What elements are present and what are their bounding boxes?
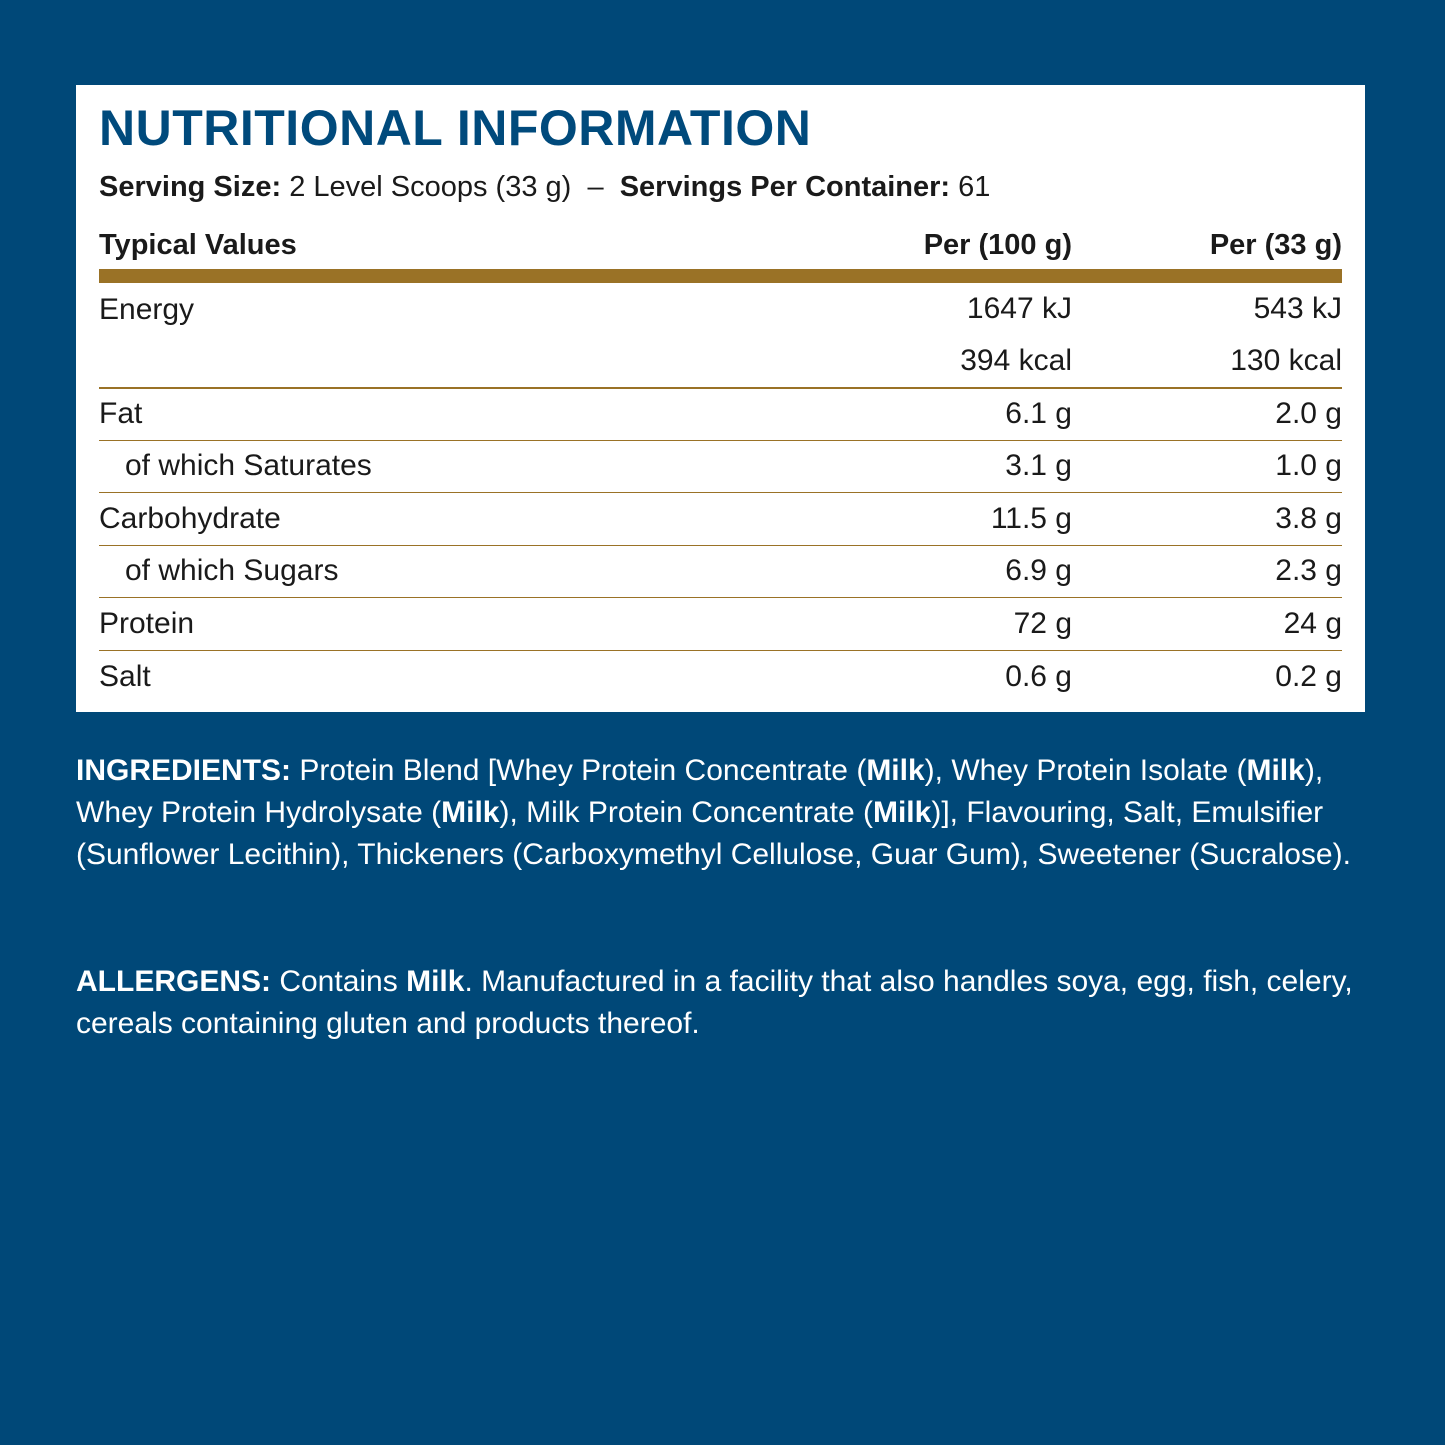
header-divider (99, 269, 1342, 283)
allergens-segment: ALLERGENS: (76, 965, 271, 998)
ingredients-segment: INGREDIENTS: (76, 754, 292, 787)
table-row: Salt 0.6 g 0.2 g (99, 651, 1342, 704)
allergens-segment: Contains (271, 965, 407, 998)
row-label: Salt (99, 659, 151, 693)
row-per-serving: 2.0 g (1275, 397, 1342, 431)
ingredients-segment: ), Whey Protein Hydrolysate ( (76, 754, 1324, 829)
energy-kj-serving: 543 kJ (1253, 292, 1342, 325)
header-per-100g: Per (100 g) (923, 228, 1072, 261)
ingredients-segment: ), Milk Protein Concentrate ( (499, 796, 873, 829)
row-label: Energy (99, 293, 195, 326)
allergens-segment: Milk (406, 965, 465, 998)
allergens-text: ALLERGENS: Contains Milk. Manufactured i… (76, 961, 1366, 1045)
row-per-100g: 6.9 g (1005, 554, 1072, 588)
serving-size-label: Serving Size: (99, 171, 282, 203)
table-header: Typical Values Per (100 g) Per (33 g) (99, 223, 1342, 267)
nutrition-table: Typical Values Per (100 g) Per (33 g) En… (99, 223, 1342, 703)
row-per-serving: 24 g (1283, 606, 1342, 640)
row-per-serving: 0.2 g (1275, 659, 1342, 693)
row-per-serving: 3.8 g (1275, 501, 1342, 535)
table-row: Fat 6.1 g 2.0 g (99, 388, 1342, 441)
servings-value: 61 (958, 171, 991, 203)
ingredients-segment: Milk (441, 796, 500, 829)
row-label: of which Sugars (125, 554, 339, 588)
allergens-segment: . Manufactured in a facility that also h… (76, 965, 1353, 1040)
servings-label: Servings Per Container: (619, 171, 951, 203)
row-per-serving: 1.0 g (1275, 449, 1342, 483)
table-row: Protein 72 g 24 g (99, 598, 1342, 651)
ingredients-text: INGREDIENTS: Protein Blend [Whey Protein… (76, 750, 1366, 876)
energy-kcal-serving: 130 kcal (1230, 344, 1342, 377)
row-label: Fat (99, 397, 143, 431)
table-row: of which Sugars 6.9 g 2.3 g (99, 546, 1342, 598)
serving-size-value: 2 Level Scoops (33 g) (289, 171, 572, 203)
row-per-serving: 2.3 g (1275, 554, 1342, 588)
table-row-energy: Energy 1647 kJ 394 kcal 543 kJ 130 kcal (99, 283, 1342, 388)
ingredients-segment: Milk (866, 754, 925, 787)
row-label: Protein (99, 606, 195, 640)
ingredients-segment: Milk (872, 796, 932, 829)
energy-kj-100g: 1647 kJ (966, 292, 1072, 325)
row-per-100g: 72 g (1013, 606, 1072, 640)
row-label: of which Saturates (125, 449, 372, 483)
serving-info: Serving Size: 2 Level Scoops (33 g) – Se… (99, 171, 990, 204)
table-row: Carbohydrate 11.5 g 3.8 g (99, 493, 1342, 546)
energy-per-100g: 1647 kJ 394 kcal (772, 283, 1072, 387)
row-per-100g: 6.1 g (1005, 397, 1072, 431)
ingredients-segment: Protein Blend [Whey Protein Concentrate … (291, 754, 867, 787)
ingredients-segment: Milk (1246, 754, 1305, 787)
separator: – (587, 171, 604, 203)
energy-per-serving: 543 kJ 130 kcal (1072, 283, 1342, 387)
row-label: Carbohydrate (99, 501, 281, 535)
row-per-100g: 0.6 g (1005, 659, 1072, 693)
ingredients-segment: ), Whey Protein Isolate ( (924, 754, 1247, 787)
page-title: NUTRITIONAL INFORMATION (99, 100, 812, 156)
header-per-serving: Per (33 g) (1209, 228, 1342, 261)
row-per-100g: 11.5 g (990, 501, 1072, 535)
row-per-100g: 3.1 g (1005, 449, 1072, 483)
ingredients-segment: )], Flavouring, Salt, Emulsifier (Sunflo… (76, 796, 1351, 871)
energy-kcal-100g: 394 kcal (960, 344, 1072, 377)
nutrition-panel: NUTRITIONAL INFORMATION Serving Size: 2 … (76, 85, 1365, 712)
table-row: of which Saturates 3.1 g 1.0 g (99, 441, 1342, 493)
header-typical-values: Typical Values (99, 228, 297, 261)
